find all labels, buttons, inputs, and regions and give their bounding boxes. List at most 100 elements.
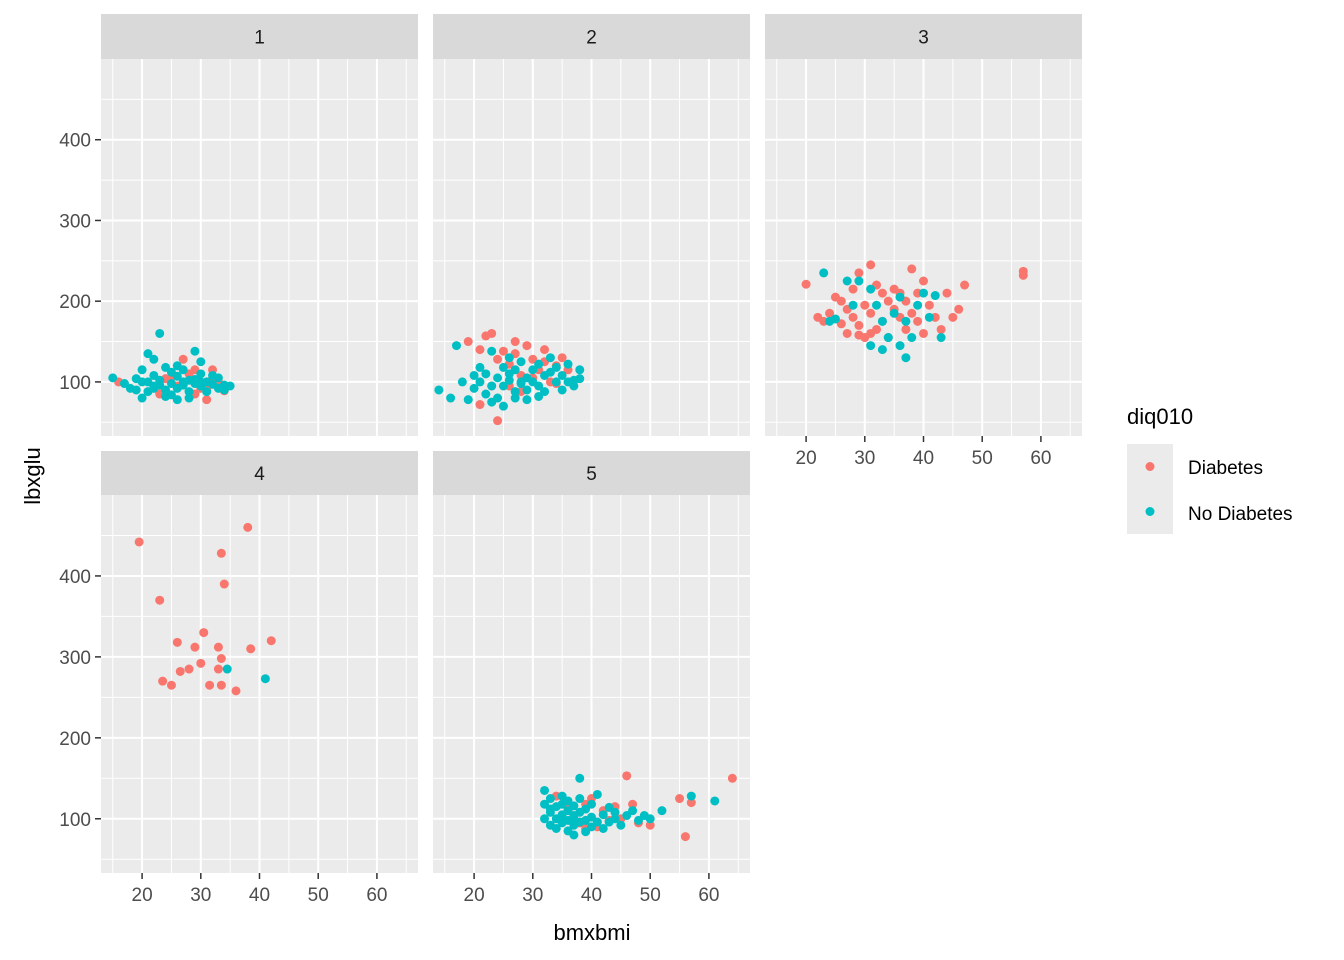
- data-point: [866, 341, 876, 351]
- data-point: [848, 284, 858, 294]
- data-point: [895, 292, 905, 302]
- data-point: [557, 370, 567, 380]
- strip-background: [433, 14, 750, 59]
- data-point: [493, 416, 503, 426]
- x-tick-label: 20: [132, 885, 153, 906]
- data-point: [446, 393, 456, 403]
- data-point: [836, 296, 846, 306]
- data-point: [504, 375, 514, 385]
- panel-4: 4 100 200 300 400 20 30 40 50 60: [59, 451, 418, 906]
- data-point: [166, 367, 176, 377]
- data-point: [475, 362, 485, 372]
- data-point: [534, 391, 544, 401]
- data-point: [1018, 270, 1028, 280]
- data-point: [569, 375, 579, 385]
- data-point: [540, 814, 550, 824]
- data-point: [877, 345, 887, 355]
- data-point: [587, 799, 596, 809]
- data-point: [551, 377, 561, 387]
- data-point: [498, 346, 508, 356]
- data-point: [528, 365, 538, 375]
- data-point: [842, 328, 852, 338]
- y-tick-label: 100: [59, 810, 91, 831]
- x-tick-label: 50: [640, 885, 661, 906]
- data-point: [954, 304, 964, 314]
- data-point: [498, 381, 508, 391]
- data-point: [190, 642, 200, 652]
- x-axis-label: bmxbmi: [553, 920, 630, 945]
- strip-background: [101, 451, 418, 495]
- data-point: [801, 279, 811, 289]
- panel-5: 5 20 30 40 50 60: [433, 451, 750, 906]
- data-point: [592, 789, 602, 799]
- data-point: [504, 369, 514, 379]
- data-point: [877, 288, 887, 298]
- data-point: [866, 308, 876, 318]
- data-point: [710, 796, 720, 806]
- data-point: [842, 276, 852, 286]
- x-tick-label: 20: [464, 885, 485, 906]
- data-point: [161, 391, 171, 401]
- data-point: [190, 374, 200, 384]
- data-point: [149, 370, 159, 380]
- data-point: [172, 361, 182, 371]
- data-point: [860, 300, 870, 310]
- data-point: [889, 308, 899, 318]
- data-point: [243, 522, 253, 532]
- data-point: [854, 320, 864, 330]
- legend-label-no-diabetes: No Diabetes: [1188, 504, 1293, 525]
- data-point: [848, 300, 858, 310]
- data-point: [551, 362, 561, 372]
- data-point: [481, 389, 491, 399]
- data-point: [551, 823, 561, 833]
- y-tick-label: 400: [59, 131, 91, 152]
- data-point: [534, 359, 544, 369]
- data-point: [498, 401, 508, 411]
- y-tick-label: 300: [59, 648, 91, 669]
- x-tick-label: 40: [249, 885, 270, 906]
- data-point: [598, 810, 608, 820]
- data-point: [166, 680, 176, 690]
- strip-background: [433, 451, 750, 495]
- data-point: [216, 680, 226, 690]
- x-tick-label: 30: [522, 885, 543, 906]
- data-point: [469, 383, 479, 393]
- data-point: [516, 377, 526, 387]
- data-point: [569, 830, 579, 840]
- data-point: [675, 794, 685, 804]
- data-point: [143, 377, 153, 387]
- data-point: [866, 328, 876, 338]
- data-point: [901, 353, 911, 363]
- data-point: [948, 312, 958, 322]
- data-point: [213, 664, 223, 674]
- x-tick-label: 60: [366, 885, 387, 906]
- data-point: [469, 370, 479, 380]
- data-point: [848, 312, 858, 322]
- x-tick-label: 20: [796, 448, 817, 469]
- data-point: [510, 387, 520, 397]
- legend-title: diq010: [1127, 404, 1193, 429]
- data-point: [610, 807, 620, 817]
- data-point: [901, 316, 911, 326]
- data-point: [830, 314, 840, 324]
- x-tick-label: 50: [972, 448, 993, 469]
- data-point: [196, 357, 206, 367]
- data-point: [510, 393, 520, 403]
- x-tick-label: 60: [1030, 448, 1051, 469]
- data-point: [231, 686, 241, 696]
- data-point: [516, 357, 526, 367]
- data-point: [657, 806, 667, 816]
- data-point: [504, 353, 514, 363]
- data-point: [628, 806, 638, 816]
- data-point: [907, 308, 917, 318]
- data-point: [522, 385, 532, 395]
- data-point: [246, 644, 256, 654]
- data-point: [913, 300, 923, 310]
- data-point: [960, 280, 970, 290]
- data-point: [534, 381, 544, 391]
- data-point: [155, 595, 165, 605]
- x-tick-label: 50: [308, 885, 329, 906]
- data-point: [628, 799, 638, 809]
- data-point: [172, 637, 182, 647]
